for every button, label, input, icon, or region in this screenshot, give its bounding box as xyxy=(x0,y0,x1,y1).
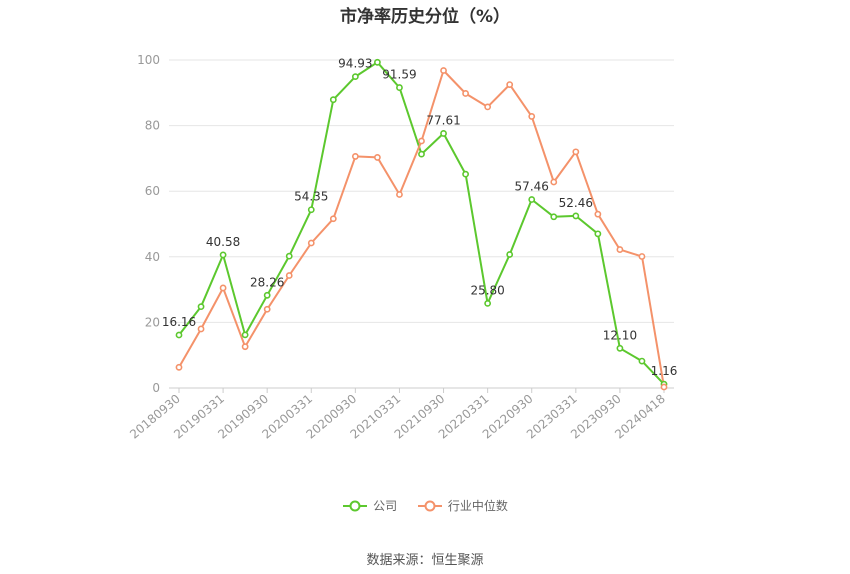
data-point xyxy=(241,331,249,339)
data-label: 52.46 xyxy=(559,196,593,210)
legend-item-company[interactable]: 公司 xyxy=(342,497,397,514)
data-point xyxy=(550,178,558,186)
y-tick-label: 20 xyxy=(145,315,160,329)
y-tick-label: 100 xyxy=(137,53,160,67)
data-point xyxy=(528,113,536,120)
source-note: 数据来源：恒生聚源 xyxy=(366,553,484,568)
grid-lines xyxy=(169,59,674,323)
data-point xyxy=(329,96,337,104)
data-point xyxy=(528,196,536,203)
data-point xyxy=(396,191,403,198)
data-label: 40.58 xyxy=(206,235,240,249)
data-point xyxy=(241,343,249,351)
data-label: 94.93 xyxy=(338,57,372,71)
data-point xyxy=(219,284,227,292)
data-label: 54.35 xyxy=(294,190,328,204)
data-point xyxy=(197,303,205,311)
data-point xyxy=(285,252,293,260)
data-point xyxy=(418,137,425,145)
data-point xyxy=(462,170,469,178)
data-point xyxy=(462,90,469,97)
data-label: 1.16 xyxy=(651,364,678,378)
data-point xyxy=(418,150,425,158)
data-point xyxy=(351,153,359,160)
data-point xyxy=(175,363,183,371)
data-point xyxy=(374,154,381,161)
chart-title: 市净率历史分位（%） xyxy=(339,7,511,27)
series-layer xyxy=(175,58,668,391)
legend-label: 行业中位数 xyxy=(447,499,508,513)
legend: 公司 行业中位数 xyxy=(0,497,850,515)
data-point xyxy=(550,213,558,221)
data-point xyxy=(660,383,668,391)
data-point xyxy=(307,239,315,247)
data-labels: 16.16 40.58 28.26 54.35 94.93 91.59 77.61 25.80… xyxy=(162,57,678,379)
data-label: 28.26 xyxy=(250,275,284,289)
data-label: 25.80 xyxy=(470,283,504,297)
data-point xyxy=(484,299,492,307)
y-tick-label: 80 xyxy=(145,119,160,133)
data-point xyxy=(307,206,315,214)
data-point xyxy=(263,291,271,299)
data-point xyxy=(440,130,447,137)
data-label: 12.10 xyxy=(603,328,637,342)
data-point xyxy=(263,305,271,313)
data-point xyxy=(506,81,514,88)
data-point xyxy=(506,251,514,258)
data-point xyxy=(638,357,646,365)
legend-label: 公司 xyxy=(373,499,398,513)
data-point xyxy=(396,84,403,91)
data-point xyxy=(484,103,492,111)
legend-line-marker-icon xyxy=(343,500,368,511)
data-point xyxy=(616,246,624,253)
data-point xyxy=(572,148,580,156)
data-point xyxy=(616,344,624,352)
data-point xyxy=(175,331,183,339)
data-point xyxy=(197,325,205,333)
data-point xyxy=(351,73,359,81)
y-tick-label: 60 xyxy=(145,184,160,198)
data-point xyxy=(572,212,580,220)
data-point xyxy=(329,215,337,223)
data-point xyxy=(374,58,381,66)
legend-line-marker-icon xyxy=(417,500,442,511)
data-label: 16.16 xyxy=(162,315,196,329)
data-point xyxy=(594,210,602,218)
y-tick-label: 40 xyxy=(145,250,160,264)
data-point xyxy=(219,251,227,259)
data-point xyxy=(594,230,602,238)
data-point xyxy=(638,253,646,260)
data-label: 57.46 xyxy=(515,180,549,194)
data-label: 77.61 xyxy=(426,113,460,127)
y-tick-label: 0 xyxy=(152,381,160,395)
data-point xyxy=(440,67,447,74)
legend-item-industry-median[interactable]: 行业中位数 xyxy=(417,497,508,514)
data-label: 91.59 xyxy=(382,68,416,82)
data-point xyxy=(285,272,293,279)
